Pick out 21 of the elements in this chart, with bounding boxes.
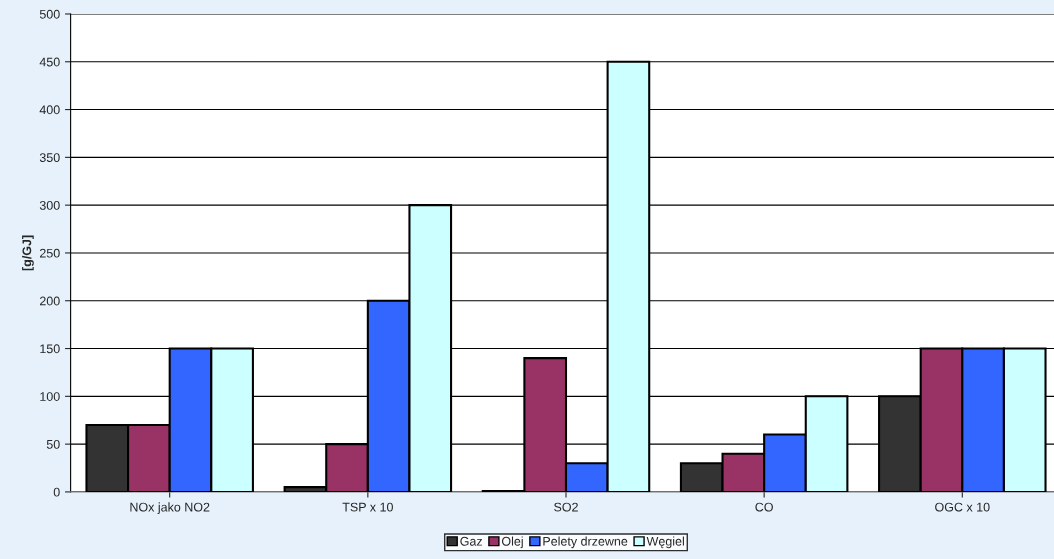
legend-label: Olej: [501, 536, 523, 549]
y-tick-label: 400: [39, 105, 60, 115]
y-tick-label: 300: [39, 200, 60, 210]
y-tick-label: 100: [40, 392, 60, 401]
x-tick-label: OGC x 10: [935, 502, 990, 512]
y-tick-label: 250: [39, 248, 60, 258]
x-tick-label: TSP x 10: [342, 502, 393, 512]
y-tick-label: 200: [39, 296, 60, 306]
x-tick-label: SO2: [554, 502, 578, 512]
legend-label: Gaz: [460, 536, 483, 546]
y-tick-label: 0: [53, 487, 60, 497]
y-tick-label: 450: [39, 57, 60, 67]
y-tick-label: 350: [39, 153, 60, 163]
y-tick-label: 500: [39, 9, 60, 19]
y-axis-title: [g/GJ]: [22, 235, 34, 271]
legend-label: Węgiel: [646, 536, 684, 549]
legend-label: Pelety drzewne: [543, 536, 628, 549]
x-tick-label: CO: [755, 502, 773, 512]
y-tick-label: 50: [46, 439, 60, 449]
x-tick-label: NOx jako NO2: [130, 502, 210, 514]
y-tick-label: 150: [40, 344, 60, 354]
